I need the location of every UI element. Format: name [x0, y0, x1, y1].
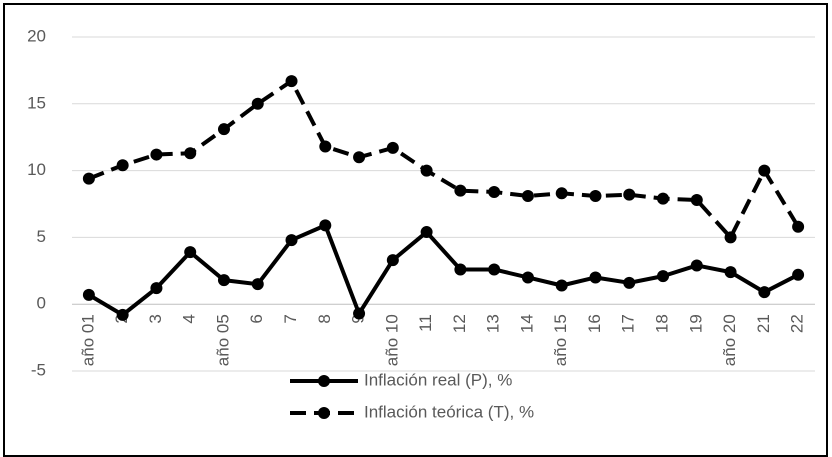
y-tick-label: 5 — [37, 227, 46, 246]
series-marker — [217, 274, 230, 287]
series-marker — [82, 172, 95, 185]
x-tick-label: año 20 — [720, 314, 739, 366]
series-marker — [690, 259, 703, 272]
legend-marker — [318, 375, 330, 387]
y-tick-label: -5 — [31, 360, 46, 379]
series-marker — [454, 184, 467, 197]
series-marker — [623, 276, 636, 289]
series-marker — [420, 226, 433, 239]
series-marker — [386, 254, 399, 267]
series-marker — [285, 75, 298, 88]
series-marker — [555, 187, 568, 200]
series-marker — [184, 147, 197, 160]
series-marker — [589, 271, 602, 284]
series-marker — [758, 164, 771, 177]
x-tick-label: 3 — [146, 314, 165, 323]
series-marker — [488, 263, 501, 276]
series-marker — [116, 159, 129, 172]
series-marker — [217, 123, 230, 136]
legend-label: Inflación teórica (T), % — [364, 402, 534, 421]
x-tick-label: año 15 — [551, 314, 570, 366]
series-marker — [184, 246, 197, 259]
series-marker — [657, 192, 670, 205]
series-marker — [623, 188, 636, 201]
series-marker — [454, 263, 467, 276]
series-marker — [488, 185, 501, 198]
series-marker — [82, 288, 95, 301]
y-tick-label: 15 — [27, 93, 46, 112]
x-tick-label: 16 — [585, 314, 604, 333]
x-tick-label: 12 — [450, 314, 469, 333]
series-marker — [724, 266, 737, 279]
series-marker — [724, 231, 737, 244]
series-marker — [319, 140, 332, 153]
series-marker — [758, 286, 771, 299]
series-line — [88, 79, 800, 240]
x-tick-label: 7 — [281, 314, 300, 323]
series-marker — [251, 97, 264, 110]
y-tick-label: 0 — [37, 294, 46, 313]
series-marker — [555, 279, 568, 292]
x-tick-label: año 01 — [78, 314, 97, 366]
x-tick-label: 8 — [315, 314, 334, 323]
legend-label: Inflación real (P), % — [364, 370, 512, 389]
y-tick-label: 20 — [27, 26, 46, 45]
x-tick-label: año 10 — [382, 314, 401, 366]
series-marker — [150, 282, 163, 295]
series-marker — [521, 189, 534, 202]
series-marker — [589, 189, 602, 202]
series-marker — [353, 307, 366, 320]
series-marker — [386, 141, 399, 154]
series-marker — [792, 268, 805, 281]
x-tick-label: 17 — [619, 314, 638, 333]
series-marker — [657, 270, 670, 283]
x-tick-label: año 05 — [213, 314, 232, 366]
x-tick-label: 21 — [754, 314, 773, 333]
legend-marker — [318, 407, 330, 419]
series-marker — [521, 271, 534, 284]
x-tick-label: 13 — [484, 314, 503, 333]
x-tick-label: 11 — [416, 314, 435, 332]
series-marker — [420, 164, 433, 177]
series-marker — [251, 278, 264, 291]
series-marker — [319, 219, 332, 232]
x-tick-label: 19 — [686, 314, 705, 333]
series-marker — [353, 151, 366, 164]
series-marker — [150, 148, 163, 161]
series-marker — [285, 234, 298, 247]
x-tick-label: 4 — [180, 314, 199, 323]
y-tick-label: 10 — [27, 160, 46, 179]
series-line — [87, 223, 800, 317]
chart-frame — [3, 3, 828, 457]
series-marker — [690, 193, 703, 206]
series-marker — [116, 308, 129, 321]
x-tick-label: 14 — [517, 314, 536, 333]
x-tick-label: 22 — [788, 314, 807, 333]
series-marker — [792, 220, 805, 233]
x-tick-label: 6 — [247, 314, 266, 323]
x-tick-label: 18 — [653, 314, 672, 333]
